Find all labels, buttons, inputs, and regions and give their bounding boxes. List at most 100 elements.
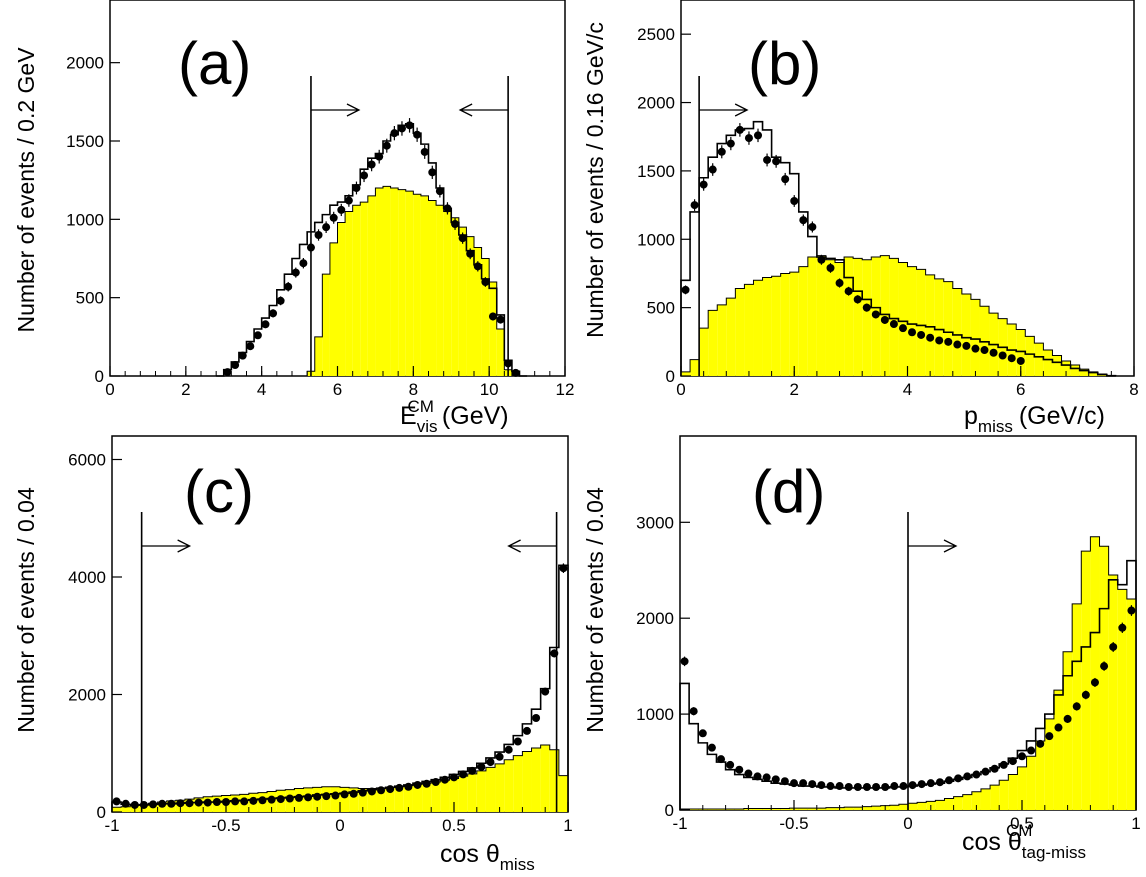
- panel-d-signal-bin-23: [889, 805, 899, 810]
- panel-b-data-point-28: [935, 336, 944, 345]
- panel-c-data-point-15: [249, 796, 258, 805]
- panel-b-label: (b): [748, 30, 821, 97]
- panel-c-data-point-10: [203, 798, 212, 807]
- panel-a-signal-bin-25: [489, 282, 497, 376]
- panel-a-data-point-7: [276, 296, 285, 305]
- panel-b-signal-bin-28: [934, 278, 944, 376]
- panel-c-data-point-19: [285, 794, 294, 803]
- panel-b-signal-bin-19: [853, 258, 863, 376]
- panel-c-data-point-30: [386, 785, 395, 794]
- panel-a-signal-bin-24: [481, 258, 490, 376]
- panel-b-signal-bin-16: [825, 259, 836, 376]
- panel-b-xtick-label-1: 2: [790, 380, 799, 399]
- panel-d-xtick-label-0: -1: [672, 814, 687, 833]
- panel-d-data-point-3: [707, 743, 716, 752]
- panel-c-ylabel: Number of events / 0.04: [13, 487, 39, 733]
- panel-b-data-point-13: [799, 216, 808, 225]
- panel-c-data-point-31: [395, 783, 404, 792]
- panel-a-ytick-label-2: 1000: [66, 210, 104, 229]
- panel-a-data-point-12: [314, 231, 323, 239]
- panel-a-data-point-26: [420, 147, 429, 156]
- panel-a-data-point-32: [466, 249, 475, 258]
- panel-c-data-point-9: [194, 798, 203, 807]
- panel-d-signal-bin-33: [980, 788, 991, 810]
- panel-a-data-point-15: [337, 205, 346, 214]
- panel-b-data-point-31: [962, 341, 971, 350]
- panel-d-signal-bin-19: [853, 807, 863, 810]
- panel-d-xlabel-sub: tag-miss: [1022, 843, 1086, 862]
- panel-c-data-point-18: [276, 795, 285, 804]
- panel-c-data-point-36: [440, 775, 449, 784]
- panel-d-ylabel: Number of events / 0.04: [582, 487, 608, 733]
- panel-d-data-point-4: [717, 755, 726, 764]
- panel-c-signal-bin-32: [403, 785, 413, 812]
- panel-a-data-point-23: [397, 124, 406, 133]
- panel-d-data-point-43: [1072, 702, 1081, 711]
- panel-c-xlabel-sub: miss: [500, 855, 535, 874]
- panel-c-data-point-11: [212, 798, 221, 807]
- panel-c-signal-bin-39: [467, 773, 477, 812]
- panel-c-data-point-45: [522, 726, 531, 735]
- panel-a-signal-bin-22: [466, 236, 474, 376]
- panel-b-data-point-8: [754, 131, 763, 140]
- panel-b-data-point-12: [790, 196, 799, 205]
- panel-b-data-point-7: [744, 134, 753, 143]
- panel-a-signal-bin-20: [451, 217, 459, 376]
- panel-a-data-point-22: [390, 129, 399, 138]
- panel-d-xlabel-main: cos θ: [962, 828, 1022, 856]
- panel-a-signal-bin-17: [428, 200, 437, 376]
- panel-d-signal-bin-47: [1108, 575, 1118, 810]
- panel-c-signal-bin-34: [422, 783, 432, 812]
- panel-c-data-point-26: [349, 789, 358, 798]
- panel-a-data-point-33: [473, 262, 482, 271]
- panel-a-data-point-20: [375, 152, 384, 161]
- panel-a-xtick-label-3: 6: [333, 380, 342, 399]
- panel-b-xtick-label-3: 6: [1016, 380, 1025, 399]
- panel-a-ytick-label-1: 500: [76, 289, 104, 308]
- panel-c-data-point-24: [331, 791, 340, 800]
- panel-d-signal-bin-25: [908, 803, 918, 810]
- panel-b-signal-bin-6: [735, 288, 745, 376]
- panel-b-xlabel-sub: miss: [978, 417, 1013, 436]
- panel-d-signal-bin-38: [1026, 756, 1036, 810]
- panel-c-data-point-8: [185, 799, 194, 808]
- panel-b-data-point-30: [953, 340, 962, 349]
- panel-b-signal-bin-15: [816, 255, 826, 376]
- panel-c-data-point-44: [513, 737, 522, 746]
- panel-c-data-point-47: [541, 687, 550, 696]
- panel-c-signal-bin-1: [121, 806, 131, 812]
- panel-d-signal-bin-36: [1008, 774, 1018, 810]
- panel-d-signal-bin-8: [752, 808, 763, 810]
- panel-d-data-point-42: [1063, 714, 1072, 723]
- panel-c-xtick-label-3: 0.5: [442, 816, 466, 835]
- panel-a-signal-bin-19: [443, 211, 452, 376]
- panel-c-data-point-41: [486, 758, 495, 767]
- panel-c-data-point-6: [167, 799, 176, 808]
- panel-c-data-point-17: [267, 795, 276, 804]
- panel-c-data-point-48: [550, 649, 559, 658]
- panel-d-data-point-2: [698, 729, 707, 738]
- panel-c-xtick-label-0: -1: [104, 816, 119, 835]
- panel-d-data-point-30: [954, 774, 963, 783]
- panel-c-signal-bin-30: [385, 787, 395, 812]
- panel-d-data-point-23: [890, 782, 899, 791]
- panel-a-xtick-label-6: 12: [556, 380, 575, 399]
- panel-c-data-point-29: [377, 786, 386, 795]
- panel-b-xtick-label-2: 4: [903, 380, 912, 399]
- panel-a-data-point-24: [405, 121, 414, 130]
- panel-a-signal-bin-18: [436, 205, 444, 376]
- panel-d-signal-bin-40: [1044, 718, 1054, 810]
- panel-a-data-point-31: [458, 234, 467, 243]
- panel-c-data-point-39: [468, 766, 477, 775]
- panel-d-signal-bin-37: [1017, 766, 1027, 810]
- panel-c-signal-bin-40: [476, 770, 486, 812]
- panel-d-ytick-label-2: 2000: [636, 609, 674, 628]
- panel-b-signal-bin-26: [916, 269, 926, 376]
- panel-b-data-point-33: [980, 346, 989, 355]
- panel-d-signal-bin-18: [844, 807, 854, 810]
- panel-c-data-point-4: [149, 800, 158, 809]
- panel-a-label: (a): [178, 30, 251, 97]
- panel-a-data-point-38: [511, 368, 520, 377]
- panel-a-data-point-35: [488, 312, 497, 321]
- panel-a-xlabel: EvisCM (GeV): [400, 397, 509, 436]
